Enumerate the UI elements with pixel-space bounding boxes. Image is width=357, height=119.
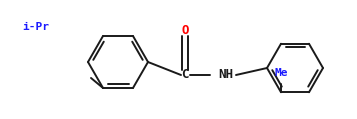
- Text: O: O: [181, 23, 189, 37]
- Text: NH: NH: [218, 69, 233, 82]
- Text: Me: Me: [274, 68, 288, 78]
- Text: i-Pr: i-Pr: [22, 22, 49, 32]
- Text: C: C: [181, 69, 189, 82]
